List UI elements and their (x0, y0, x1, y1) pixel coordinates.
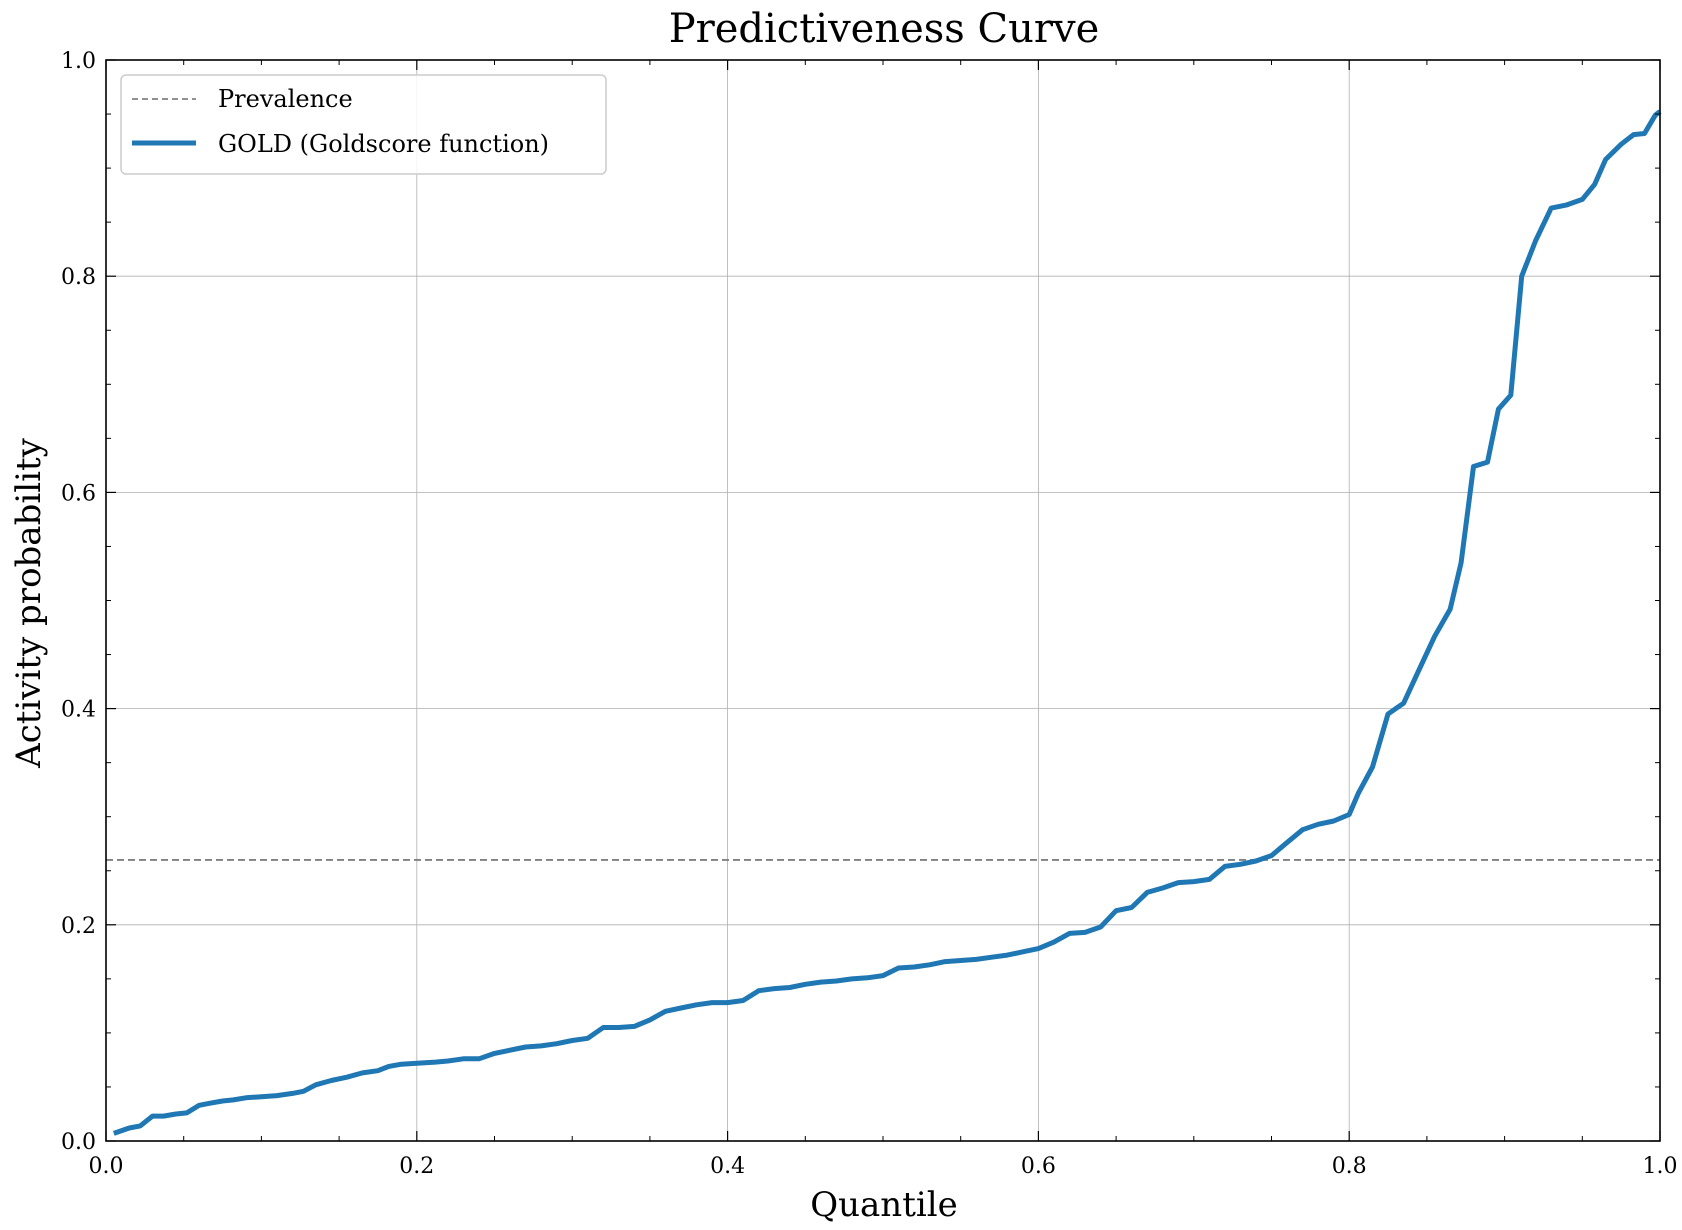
legend-gold-label: GOLD (Goldscore function) (218, 130, 549, 158)
chart-title: Predictiveness Curve (669, 6, 1100, 52)
grid-lines (106, 60, 1660, 1141)
tick-marks (105, 59, 1661, 1142)
y-tick-label: 0.8 (61, 265, 96, 290)
x-tick-label: 0.0 (89, 1154, 124, 1179)
gold-series-line (112, 109, 1662, 1136)
legend-prevalence-label: Prevalence (218, 85, 353, 113)
x-tick-label: 0.6 (1021, 1154, 1056, 1179)
y-axis-label: Activity probability (9, 437, 49, 768)
x-axis-label: Quantile (810, 1185, 957, 1225)
y-tick-label: 0.6 (61, 481, 96, 506)
x-tick-label: 1.0 (1643, 1154, 1678, 1179)
x-tick-labels: 0.0 0.2 0.4 0.6 0.8 1.0 (89, 1154, 1678, 1179)
x-tick-label: 0.8 (1332, 1154, 1367, 1179)
x-tick-label: 0.4 (710, 1154, 745, 1179)
legend-box (120, 74, 607, 175)
x-tick-label: 0.2 (399, 1154, 434, 1179)
series-group (112, 109, 1662, 1136)
y-tick-label: 0.0 (61, 1130, 96, 1155)
legend: Prevalence GOLD (Goldscore function) (120, 74, 607, 175)
y-tick-label: 1.0 (61, 49, 96, 74)
y-tick-label: 0.4 (61, 698, 96, 723)
y-tick-label: 0.2 (61, 914, 96, 939)
y-tick-labels: 0.0 0.2 0.4 0.6 0.8 1.0 (61, 49, 96, 1155)
